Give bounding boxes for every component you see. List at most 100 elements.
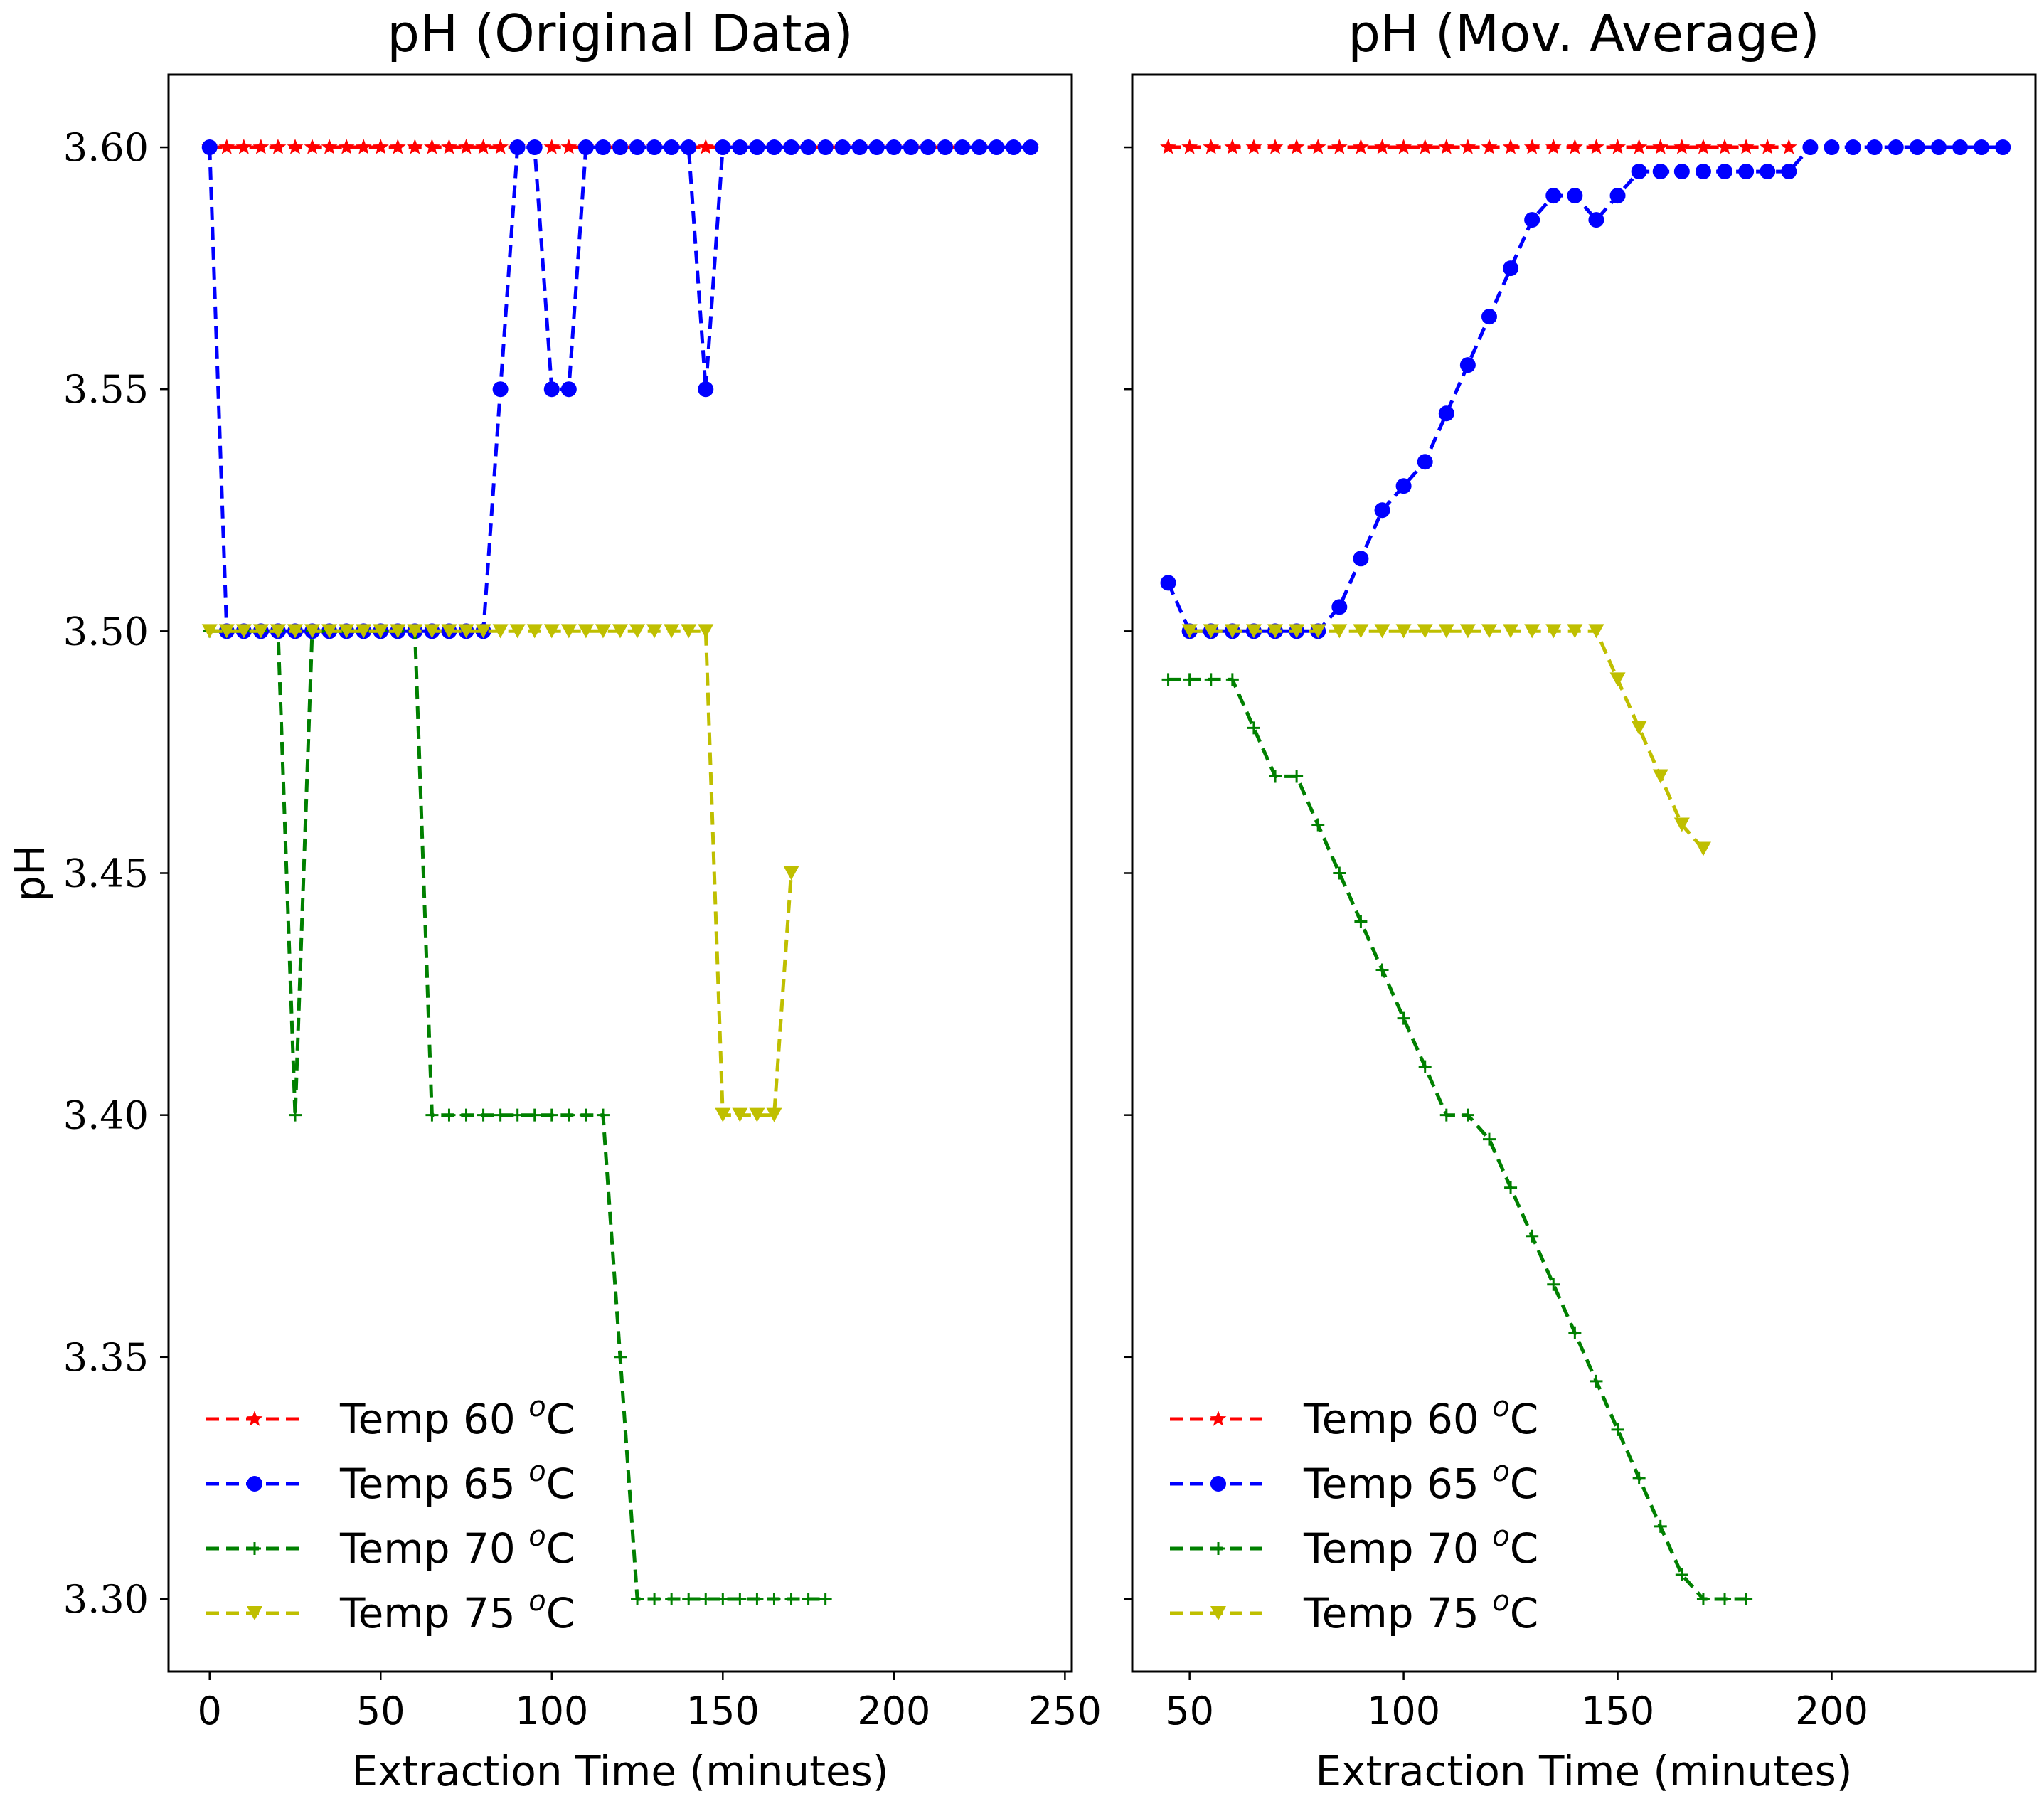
data-point-star (270, 139, 287, 154)
data-point-triangle-down (1609, 672, 1626, 687)
data-point-circle (954, 139, 971, 156)
data-point-triangle-down (1395, 624, 1412, 639)
legend-entry: Temp 75 oC (1170, 1585, 1538, 1637)
data-point-triangle-down (1224, 624, 1240, 639)
data-point-circle (1995, 139, 2011, 156)
data-point-circle (492, 381, 509, 398)
data-point-circle (868, 139, 885, 156)
data-point-triangle-down (304, 624, 321, 639)
data-point-circle (1673, 164, 1690, 180)
x-tick-label: 150 (1581, 1689, 1654, 1733)
data-point-star (1523, 139, 1540, 154)
chart-title: pH (Mov. Average) (1348, 4, 1820, 63)
data-point-plus (648, 1592, 661, 1605)
data-point-star (1588, 139, 1604, 154)
chart-title: pH (Original Data) (387, 4, 853, 63)
data-point-plus (1696, 1592, 1710, 1605)
data-point-plus (1397, 1011, 1410, 1025)
data-point-star (235, 139, 252, 154)
data-point-circle (560, 381, 577, 398)
x-tick-label: 100 (515, 1689, 588, 1733)
data-point-triangle-down (1459, 624, 1476, 639)
data-point-circle (612, 139, 628, 156)
data-point-triangle-down (1353, 624, 1369, 639)
data-point-plus (716, 1592, 730, 1605)
data-point-circle (1331, 599, 1348, 615)
legend-entry: Temp 60 oC (1170, 1391, 1538, 1443)
legend-label: Temp 70 oC (339, 1520, 575, 1573)
data-point-circle (1802, 139, 1819, 156)
y-tick-label: 3.45 (63, 851, 149, 896)
data-point-triangle-down (526, 624, 543, 639)
data-point-triangle-down (749, 1107, 765, 1122)
data-point-star (1695, 139, 1712, 154)
data-point-plus (1290, 770, 1304, 783)
data-point-triangle-down (1289, 624, 1305, 639)
panel-original-data: pH (Original Data) 0 50 100 150 200 250 3.30 3.3… (6, 4, 1102, 1795)
data-point-triangle-down (1631, 721, 1647, 735)
series-circle (201, 139, 1039, 639)
data-point-plus (579, 1108, 592, 1122)
data-point-circle (1717, 164, 1733, 180)
data-point-plus (1654, 1519, 1667, 1533)
data-point-star (218, 139, 235, 154)
data-point-circle (1652, 164, 1668, 180)
data-point-plus (1547, 1278, 1560, 1291)
data-point-star (1181, 139, 1198, 154)
data-point-triangle-down (1481, 624, 1497, 639)
data-point-circle (1824, 139, 1840, 156)
x-tick-label: 50 (356, 1689, 405, 1733)
data-point-triangle-down (1545, 624, 1562, 639)
legend-entry: Temp 75 oC (206, 1585, 575, 1637)
data-point-circle (1567, 188, 1583, 204)
data-point-star (543, 139, 560, 154)
data-point-triangle-down (1503, 624, 1519, 639)
y-tick-label: 3.50 (63, 609, 149, 654)
x-axis-label: Extraction Time (minutes) (1316, 1747, 1853, 1795)
data-point-star (1395, 139, 1412, 154)
legend: Temp 60 oC Temp 65 oC Temp 70 oC Temp 75 oC (1170, 1391, 1538, 1637)
data-point-triangle-down (577, 624, 594, 639)
data-point-circle (1760, 164, 1776, 180)
data-point-plus (1439, 1108, 1453, 1122)
data-point-circle (1006, 139, 1022, 156)
data-point-plus (699, 1592, 713, 1605)
series-star (1160, 139, 1797, 154)
legend-entry: Temp 60 oC (206, 1391, 575, 1443)
data-point-star (1716, 139, 1733, 154)
data-point-star (1652, 139, 1669, 154)
legend-marker-circle (247, 1476, 262, 1492)
data-point-circle (201, 139, 218, 156)
data-point-star (1459, 139, 1476, 154)
data-point-circle (732, 139, 748, 156)
data-point-circle (1952, 139, 1969, 156)
data-point-circle (1545, 188, 1562, 204)
data-point-triangle-down (646, 624, 663, 639)
data-point-plus (784, 1592, 798, 1605)
series-line (1166, 145, 2003, 633)
series-circle (1160, 139, 2011, 639)
data-point-plus (682, 1592, 696, 1605)
data-point-star (1502, 139, 1519, 154)
data-point-triangle-down (218, 624, 235, 639)
data-point-circle (783, 139, 799, 156)
data-point-circle (989, 139, 1005, 156)
series-line (1189, 629, 1705, 851)
data-point-plus (1311, 818, 1325, 832)
data-point-star (1309, 139, 1326, 154)
data-point-circle (851, 139, 868, 156)
data-point-circle (1888, 139, 1904, 156)
x-tick-label: 200 (1795, 1689, 1868, 1733)
data-point-star (475, 139, 491, 154)
x-tick-label: 100 (1367, 1689, 1440, 1733)
series-plus (1161, 673, 1753, 1605)
data-point-plus (1225, 673, 1239, 686)
data-point-star (1224, 139, 1241, 154)
data-point-triangle-down (664, 624, 680, 639)
data-point-star (1331, 139, 1348, 154)
data-point-plus (1269, 770, 1282, 783)
data-point-circle (1631, 164, 1647, 180)
data-point-star (424, 139, 440, 154)
data-point-triangle-down (1331, 624, 1348, 639)
data-point-triangle-down (373, 624, 389, 639)
